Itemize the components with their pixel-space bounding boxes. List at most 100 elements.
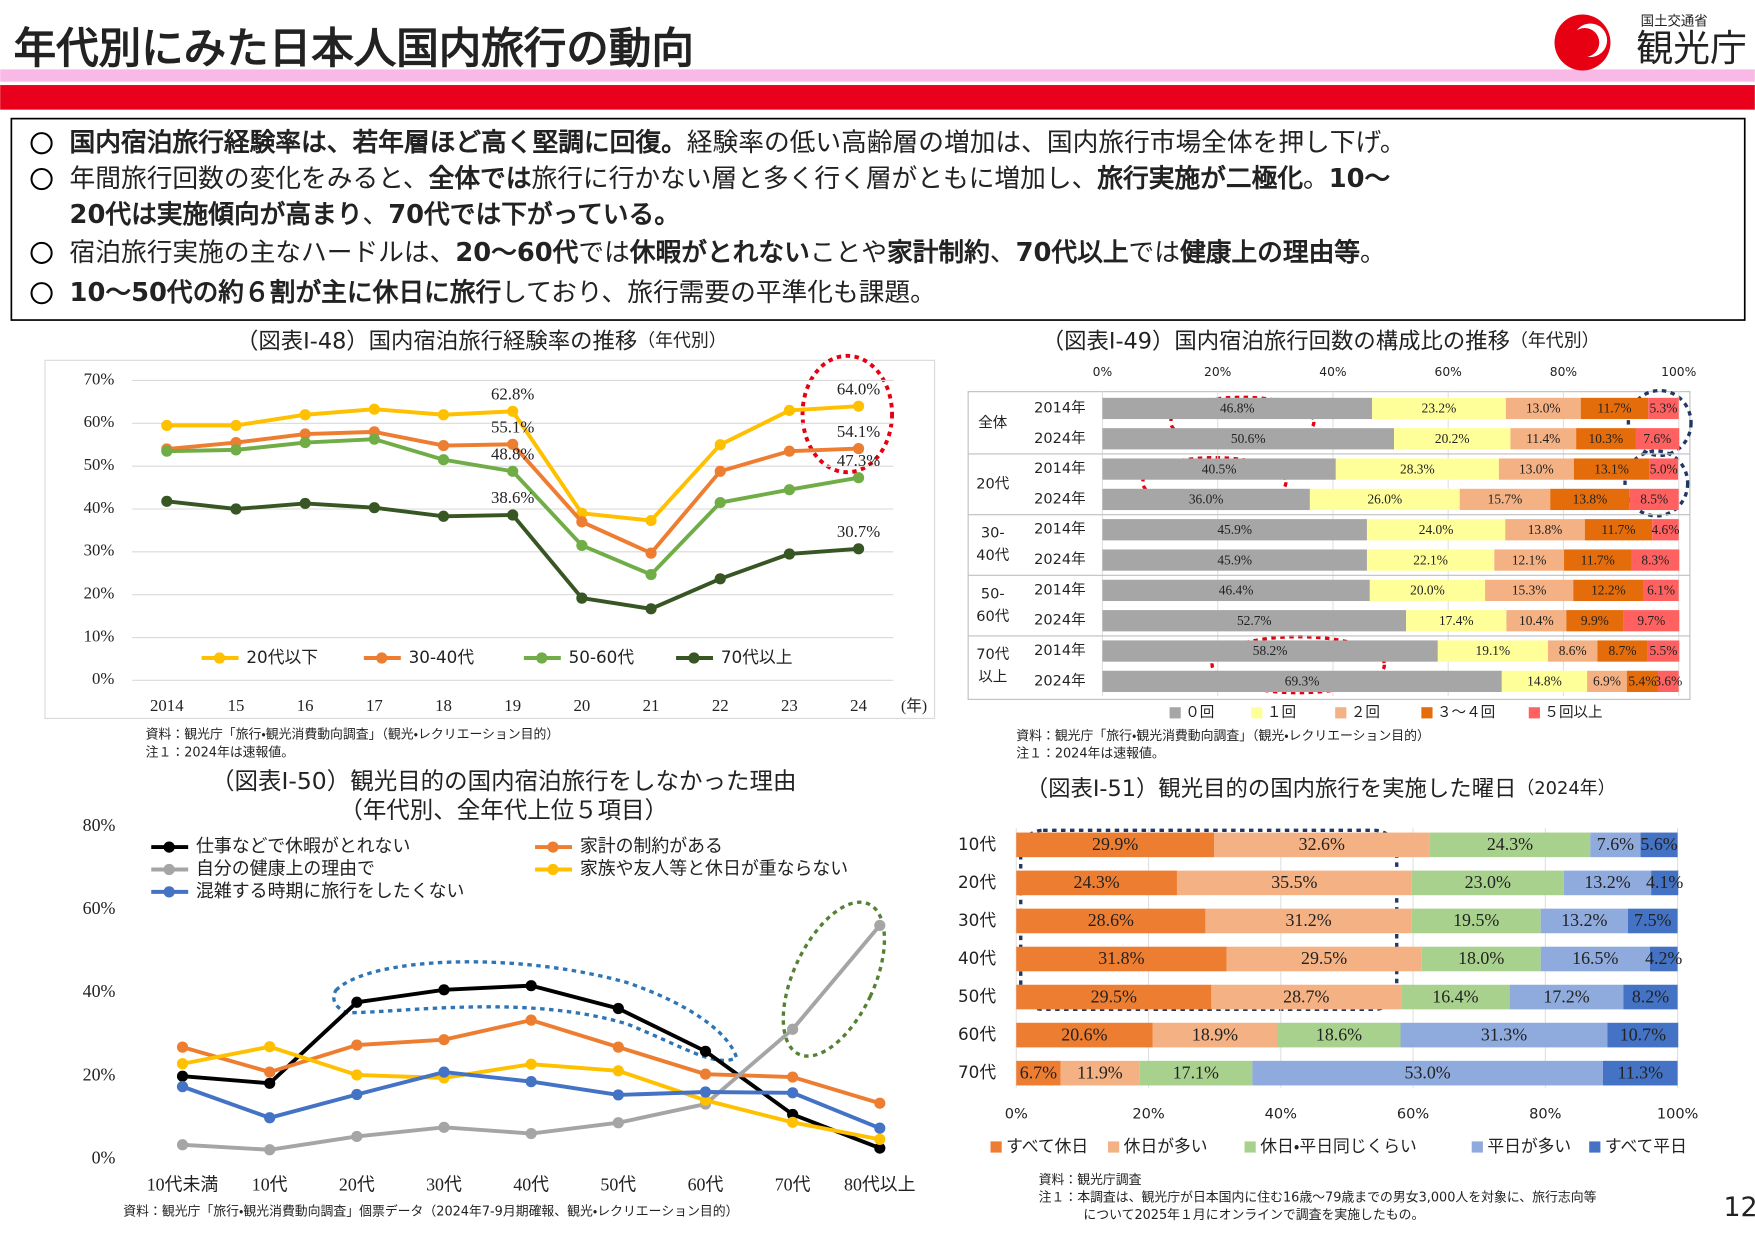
data-point — [612, 1041, 624, 1053]
bar-segment — [1643, 579, 1679, 602]
bar-segment — [1623, 610, 1680, 632]
data-point — [507, 465, 519, 477]
legend-swatch — [1108, 1141, 1120, 1153]
bullet-text: 国内宿泊旅行経験率は、若年層ほど高く堅調に回復。 — [70, 127, 687, 158]
data-label: 8.6% — [1559, 643, 1587, 658]
bar-segment — [1102, 519, 1367, 541]
legend-label: 自分の健康上の理由で — [196, 858, 375, 879]
bar-segment — [1657, 670, 1679, 693]
data-point — [612, 1002, 624, 1015]
y-tick-label: 10% — [84, 626, 115, 645]
bar-segment — [1102, 610, 1407, 632]
y-tick-label: 2014年 — [1034, 642, 1086, 659]
y-tick-label: 80% — [83, 815, 116, 835]
bar-segment — [1016, 832, 1215, 858]
chart-title-text: （図表Ⅰ-50）観光目的の国内宿泊旅行をしなかった理由 — [211, 767, 796, 795]
bar-segment — [1626, 670, 1658, 693]
y-tick-label: 30% — [84, 541, 115, 560]
group-label: 50- — [981, 586, 1005, 602]
data-label: 11.3% — [1617, 1062, 1663, 1082]
data-label: 47.3% — [837, 451, 880, 470]
chart-title: （図表Ⅰ-48）国内宿泊旅行経験率の推移（年代別） — [236, 328, 727, 354]
y-tick-label: 20% — [84, 584, 115, 603]
chart-title: （図表Ⅰ-51）観光目的の国内旅行を実施した曜日（2024年） — [1026, 775, 1616, 801]
legend-swatch — [213, 652, 226, 664]
legend-label: 30-40代 — [409, 647, 475, 667]
summary-box — [10, 117, 1746, 321]
data-label: 50.6% — [1231, 431, 1266, 446]
bar-segment — [1635, 428, 1680, 450]
highlight-ellipse — [800, 353, 895, 475]
x-tick-label: 50代 — [600, 1174, 636, 1194]
data-point — [783, 484, 795, 496]
legend-label: すべて休日 — [1006, 1136, 1088, 1156]
data-label: 8.2% — [1632, 986, 1669, 1006]
data-point — [852, 543, 865, 555]
bullet-line: 宿泊旅行実施の主なハードルは、20～60代では休暇がとれないことや家計制約、70… — [70, 236, 1386, 267]
bar-segment — [1437, 640, 1548, 662]
bar-segment — [1485, 579, 1574, 602]
source-note: 資料：観光庁調査 — [1039, 1173, 1142, 1188]
data-point — [714, 465, 726, 477]
data-point — [438, 1121, 450, 1133]
x-tick-label: 0% — [1005, 1107, 1028, 1123]
bar-segment — [1016, 1060, 1061, 1086]
data-label: 10.4% — [1519, 613, 1554, 628]
bar-segment — [1252, 1060, 1603, 1086]
data-label: 17.1% — [1173, 1062, 1219, 1082]
legend-swatch — [536, 652, 548, 664]
y-tick-label: 2014年 — [1034, 521, 1086, 538]
logo-mark-core — [1570, 27, 1600, 58]
data-label: 5.3% — [1649, 401, 1677, 416]
group-label: 70代 — [976, 646, 1009, 663]
data-label: 13.0% — [1519, 461, 1554, 476]
highlight-ellipse — [1141, 456, 1288, 509]
chart-title-text: （図表Ⅰ-48）国内宿泊旅行経験率の推移 — [236, 328, 637, 354]
data-label: 23.0% — [1465, 872, 1511, 892]
y-tick-label: 2014年 — [1034, 581, 1086, 598]
legend-label: ０回 — [1185, 704, 1214, 721]
data-point — [437, 510, 450, 522]
bullet-marker — [30, 132, 53, 155]
data-label: 24.3% — [1074, 872, 1120, 892]
x-tick-label: 16 — [297, 696, 314, 715]
bullet-line: 20代は実施傾向が高まり、70代では下がっている。 — [70, 198, 680, 229]
data-label: 20.6% — [1061, 1024, 1107, 1044]
data-point — [264, 1144, 276, 1156]
data-label: 29.5% — [1091, 986, 1137, 1006]
data-point — [645, 514, 657, 527]
chart-frame — [44, 359, 936, 719]
data-label: 45.9% — [1217, 522, 1252, 537]
legend-label: 仕事などで休暇がとれない — [196, 836, 410, 857]
x-tick-label: 30代 — [426, 1174, 462, 1194]
data-label: 7.6% — [1597, 834, 1634, 854]
bar-segment — [1651, 870, 1679, 896]
bar-segment — [1647, 640, 1680, 662]
chart-subtitle: （年代別、全年代上位５項目） — [339, 796, 668, 824]
data-label: 28.7% — [1283, 986, 1329, 1006]
data-label: 14.8% — [1527, 674, 1562, 689]
data-point — [714, 573, 726, 585]
data-label: 4.6% — [1651, 522, 1679, 537]
y-tick-label: 40% — [83, 981, 116, 1001]
x-tick-label: 40代 — [513, 1174, 549, 1194]
data-label: 8.5% — [1640, 492, 1668, 507]
legend-swatch — [1589, 1141, 1601, 1153]
data-label: 13.8% — [1573, 492, 1608, 507]
x-tick-label: 80代以上 — [844, 1174, 916, 1194]
data-point — [161, 445, 173, 457]
data-point — [612, 1065, 624, 1077]
bar-segment — [1540, 908, 1629, 934]
bar-segment — [1648, 397, 1679, 420]
bar-segment — [1016, 1022, 1153, 1048]
data-label: 22.1% — [1413, 552, 1448, 567]
data-point — [645, 547, 657, 559]
bar-segment — [1394, 428, 1511, 450]
data-point — [714, 439, 726, 451]
data-point — [176, 1081, 189, 1093]
data-point — [368, 502, 380, 514]
source-note: 注１：2024年は速報値。 — [146, 745, 294, 761]
highlight-ellipse — [1210, 635, 1387, 695]
data-label: 31.2% — [1285, 910, 1331, 930]
bar-segment — [1540, 946, 1650, 972]
